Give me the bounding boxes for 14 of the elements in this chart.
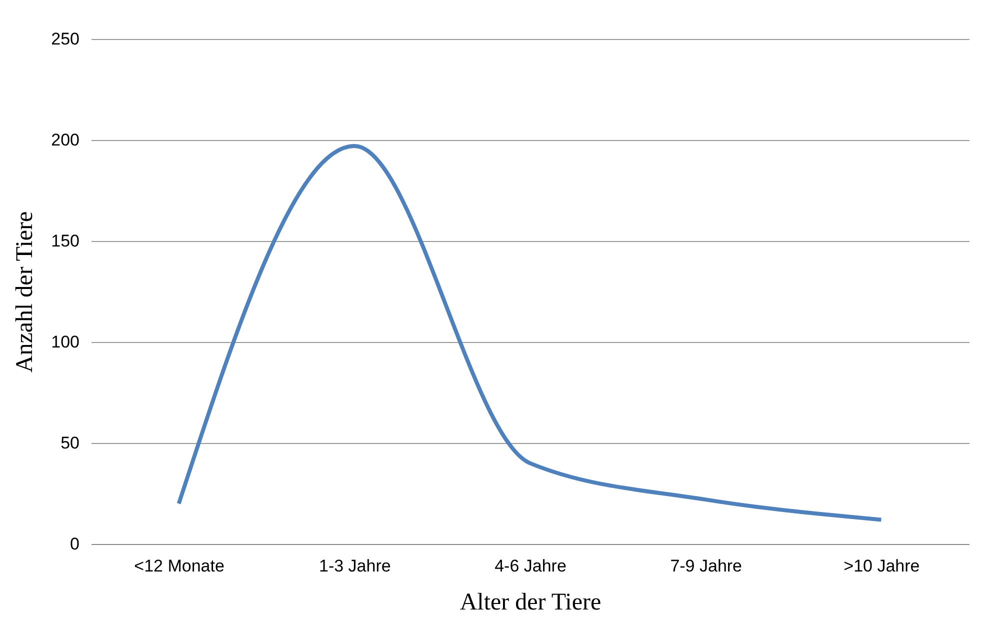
y-tick-label: 250 <box>51 30 80 48</box>
x-tick-label: 7-9 Jahre <box>670 556 742 576</box>
line-series <box>176 144 884 522</box>
x-tick-label: 1-3 Jahre <box>318 556 391 576</box>
x-tick-label: 4-6 Jahre <box>494 556 566 576</box>
y-axis-title: Anzahl der Tiere <box>12 211 38 373</box>
x-tick-label: <12 Monate <box>134 556 224 576</box>
y-tick-label: 50 <box>60 434 80 452</box>
y-tick-label: 0 <box>70 534 80 554</box>
y-tick-label: 150 <box>51 232 80 250</box>
y-tick-label: 200 <box>51 130 80 150</box>
x-axis-title: Alter der Tiere <box>460 590 602 616</box>
x-tick-label: >10 Jahre <box>844 556 920 576</box>
y-tick-label: 100 <box>51 332 80 352</box>
